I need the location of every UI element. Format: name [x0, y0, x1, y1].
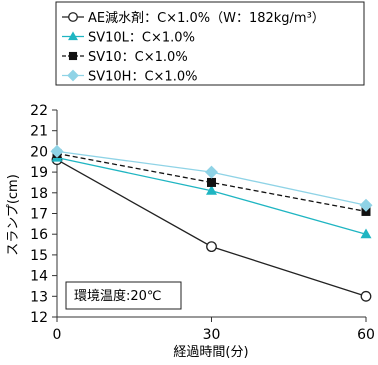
- y-tick-label: 17: [30, 207, 48, 223]
- legend-label: SV10L：C×1.0%: [88, 31, 195, 46]
- data-point: [50, 144, 64, 158]
- axes: 12 13 14 15 16 17 18 19 20 21 22 0 30 60: [30, 103, 375, 343]
- y-tick-label: 15: [30, 248, 48, 264]
- legend-item: SV10H：C×1.0%: [62, 70, 197, 85]
- legend-box: [55, 1, 365, 86]
- data-point: [206, 184, 217, 195]
- data-point: [205, 165, 218, 179]
- data-point: [360, 290, 372, 302]
- legend-marker: [68, 51, 78, 61]
- x-tick-label: 60: [357, 327, 375, 343]
- legend-marker: [68, 12, 78, 22]
- y-tick-label: 20: [30, 144, 48, 160]
- y-tick-label: 12: [30, 310, 48, 326]
- series-line: [56, 152, 367, 213]
- annotation-box: 環境温度:20℃: [65, 281, 182, 310]
- series-1: [51, 151, 372, 239]
- y-tick-label: 19: [30, 165, 48, 181]
- y-tick-label: 16: [30, 227, 48, 243]
- y-tick-label: 18: [30, 186, 48, 202]
- legend-label: SV10：C×1.0%: [88, 50, 188, 65]
- legend-item: AE減水剤：C×1.0%（W：182kg/m³）: [62, 10, 325, 26]
- x-tick-label: 30: [203, 327, 221, 343]
- data-point: [359, 198, 373, 212]
- series-2: [52, 148, 371, 216]
- annotation-text: 環境温度:20℃: [74, 288, 162, 304]
- x-axis-title: 経過時間(分): [173, 345, 248, 360]
- y-axis-title: スランプ(cm): [6, 174, 21, 256]
- legend-marker: [67, 69, 79, 82]
- annotation-frame: [65, 281, 182, 310]
- series-layer: [50, 144, 373, 302]
- legend-marker: [68, 31, 78, 41]
- y-tick-label: 13: [30, 289, 48, 305]
- legend-item: SV10L：C×1.0%: [62, 31, 195, 46]
- data-point: [206, 241, 217, 253]
- legend: AE減水剤：C×1.0%（W：182kg/m³） SV10L：C×1.0% SV10…: [55, 1, 365, 86]
- legend-label: SV10H：C×1.0%: [88, 70, 197, 85]
- data-point: [207, 177, 216, 187]
- y-tick-label: 14: [30, 269, 48, 285]
- series-3: [50, 144, 373, 212]
- legend-label: AE減水剤：C×1.0%（W：182kg/m³）: [88, 10, 325, 26]
- y-tick-label: 22: [30, 103, 48, 119]
- y-tick-label: 21: [30, 124, 48, 140]
- x-tick-label: 0: [53, 327, 62, 343]
- data-point: [360, 228, 372, 239]
- legend-item: SV10：C×1.0%: [62, 50, 188, 65]
